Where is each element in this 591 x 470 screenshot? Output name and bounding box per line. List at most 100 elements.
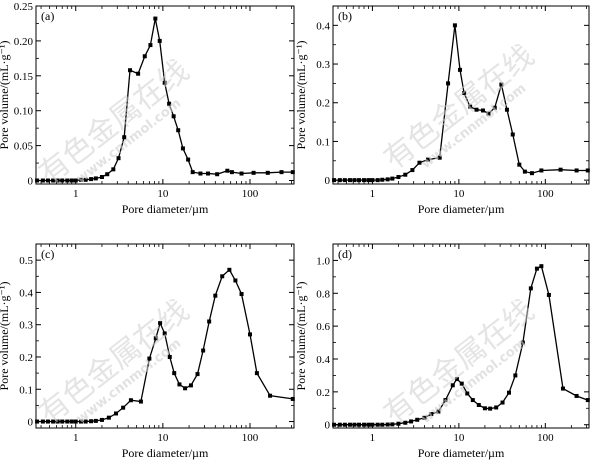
data-point xyxy=(370,422,375,427)
data-point xyxy=(172,371,177,376)
data-point xyxy=(188,383,193,388)
data-point xyxy=(488,406,493,411)
x-axis-title: Pore diameter/µm xyxy=(122,446,209,460)
data-point xyxy=(462,91,467,96)
data-point xyxy=(504,107,509,112)
plot-frame xyxy=(332,5,590,185)
data-point xyxy=(206,171,211,176)
chart-panel-1: 1 10 100 0 0.05 0.10 0.15 0.20 0.25 Pore diameter… xyxy=(0,1,295,216)
y-tick-label: 0 xyxy=(28,176,34,188)
data-point xyxy=(207,319,212,324)
data-point xyxy=(585,168,590,173)
data-point xyxy=(167,101,172,106)
data-point xyxy=(574,393,579,398)
data-point xyxy=(452,23,457,28)
data-point xyxy=(362,178,367,183)
y-tick-label: 0.25 xyxy=(14,1,34,13)
data-point xyxy=(342,178,347,183)
x-tick-label: 100 xyxy=(537,432,554,444)
data-point xyxy=(213,293,218,298)
data-point xyxy=(390,422,395,427)
data-point xyxy=(268,393,273,398)
data-point xyxy=(347,422,352,427)
data-point xyxy=(180,146,185,151)
x-tick-label: 100 xyxy=(537,188,554,200)
x-tick-label: 1 xyxy=(73,188,79,200)
data-point xyxy=(468,104,473,109)
data-point xyxy=(510,132,515,137)
data-point xyxy=(190,170,195,175)
data-point xyxy=(357,178,362,183)
data-point xyxy=(546,292,551,297)
data-point xyxy=(147,356,152,361)
data-point xyxy=(60,178,65,183)
data-point xyxy=(446,81,451,86)
data-point xyxy=(51,178,56,183)
x-tick-label: 1 xyxy=(73,432,79,444)
data-point xyxy=(40,178,45,183)
x-tick-label: 10 xyxy=(453,188,465,200)
data-point xyxy=(128,398,133,403)
data-point xyxy=(55,419,60,424)
data-point xyxy=(73,419,78,424)
y-tick-label: 0.10 xyxy=(14,106,34,118)
chart-panel-3: 1 10 100 0 0.1 0.2 0.3 0.4 0.5 Pore diameter/µm Po… xyxy=(0,243,295,460)
y-tick-label: 1.0 xyxy=(316,255,330,267)
x-axis-title: Pore diameter/µm xyxy=(418,446,505,460)
data-point xyxy=(443,398,448,403)
y-tick-label: 0.4 xyxy=(316,354,330,366)
y-tick-label: 0.2 xyxy=(316,98,330,110)
data-point xyxy=(474,107,479,112)
y-axis-title: Pore volume/(mL·g⁻¹) xyxy=(0,41,11,150)
data-point xyxy=(337,422,342,427)
data-point xyxy=(265,170,270,175)
y-tick-label: 0.6 xyxy=(316,321,330,333)
data-point xyxy=(370,178,375,183)
data-point xyxy=(254,371,259,376)
series-line xyxy=(37,268,293,423)
data-point xyxy=(403,172,408,177)
data-point xyxy=(522,169,527,174)
data-point xyxy=(574,168,579,173)
data-point xyxy=(114,411,119,416)
data-point xyxy=(93,176,98,181)
data-point xyxy=(352,422,357,427)
y-tick-label: 0 xyxy=(325,420,331,432)
data-point xyxy=(534,266,539,271)
data-point xyxy=(375,422,380,427)
panel-label: (a) xyxy=(41,9,54,23)
data-point xyxy=(410,168,415,173)
data-point xyxy=(251,170,256,175)
data-point xyxy=(55,178,60,183)
data-point xyxy=(136,71,141,76)
data-point xyxy=(480,108,485,113)
data-point xyxy=(157,38,162,43)
y-axis-title: Pore volume/(mL·g⁻¹) xyxy=(294,41,308,150)
x-tick-label: 10 xyxy=(453,432,465,444)
plot-frame xyxy=(332,243,590,429)
data-point xyxy=(171,114,176,119)
data-point xyxy=(415,417,420,422)
plot-frame xyxy=(35,5,295,185)
y-tick-label: 0.05 xyxy=(14,141,34,153)
data-point xyxy=(560,386,565,391)
data-point xyxy=(183,386,188,391)
data-point xyxy=(357,422,362,427)
data-point xyxy=(83,419,88,424)
data-point xyxy=(436,409,441,414)
data-point xyxy=(380,422,385,427)
data-point xyxy=(162,331,167,336)
data-point xyxy=(366,178,371,183)
data-point xyxy=(40,419,45,424)
x-axis-title: Pore diameter/µm xyxy=(418,202,505,216)
data-point xyxy=(486,111,491,116)
y-tick-label: 0.2 xyxy=(19,352,33,364)
data-point xyxy=(69,419,74,424)
data-point xyxy=(128,68,133,73)
panel-label: (d) xyxy=(338,247,352,261)
data-point xyxy=(528,286,533,291)
x-tick-label: 100 xyxy=(242,188,259,200)
